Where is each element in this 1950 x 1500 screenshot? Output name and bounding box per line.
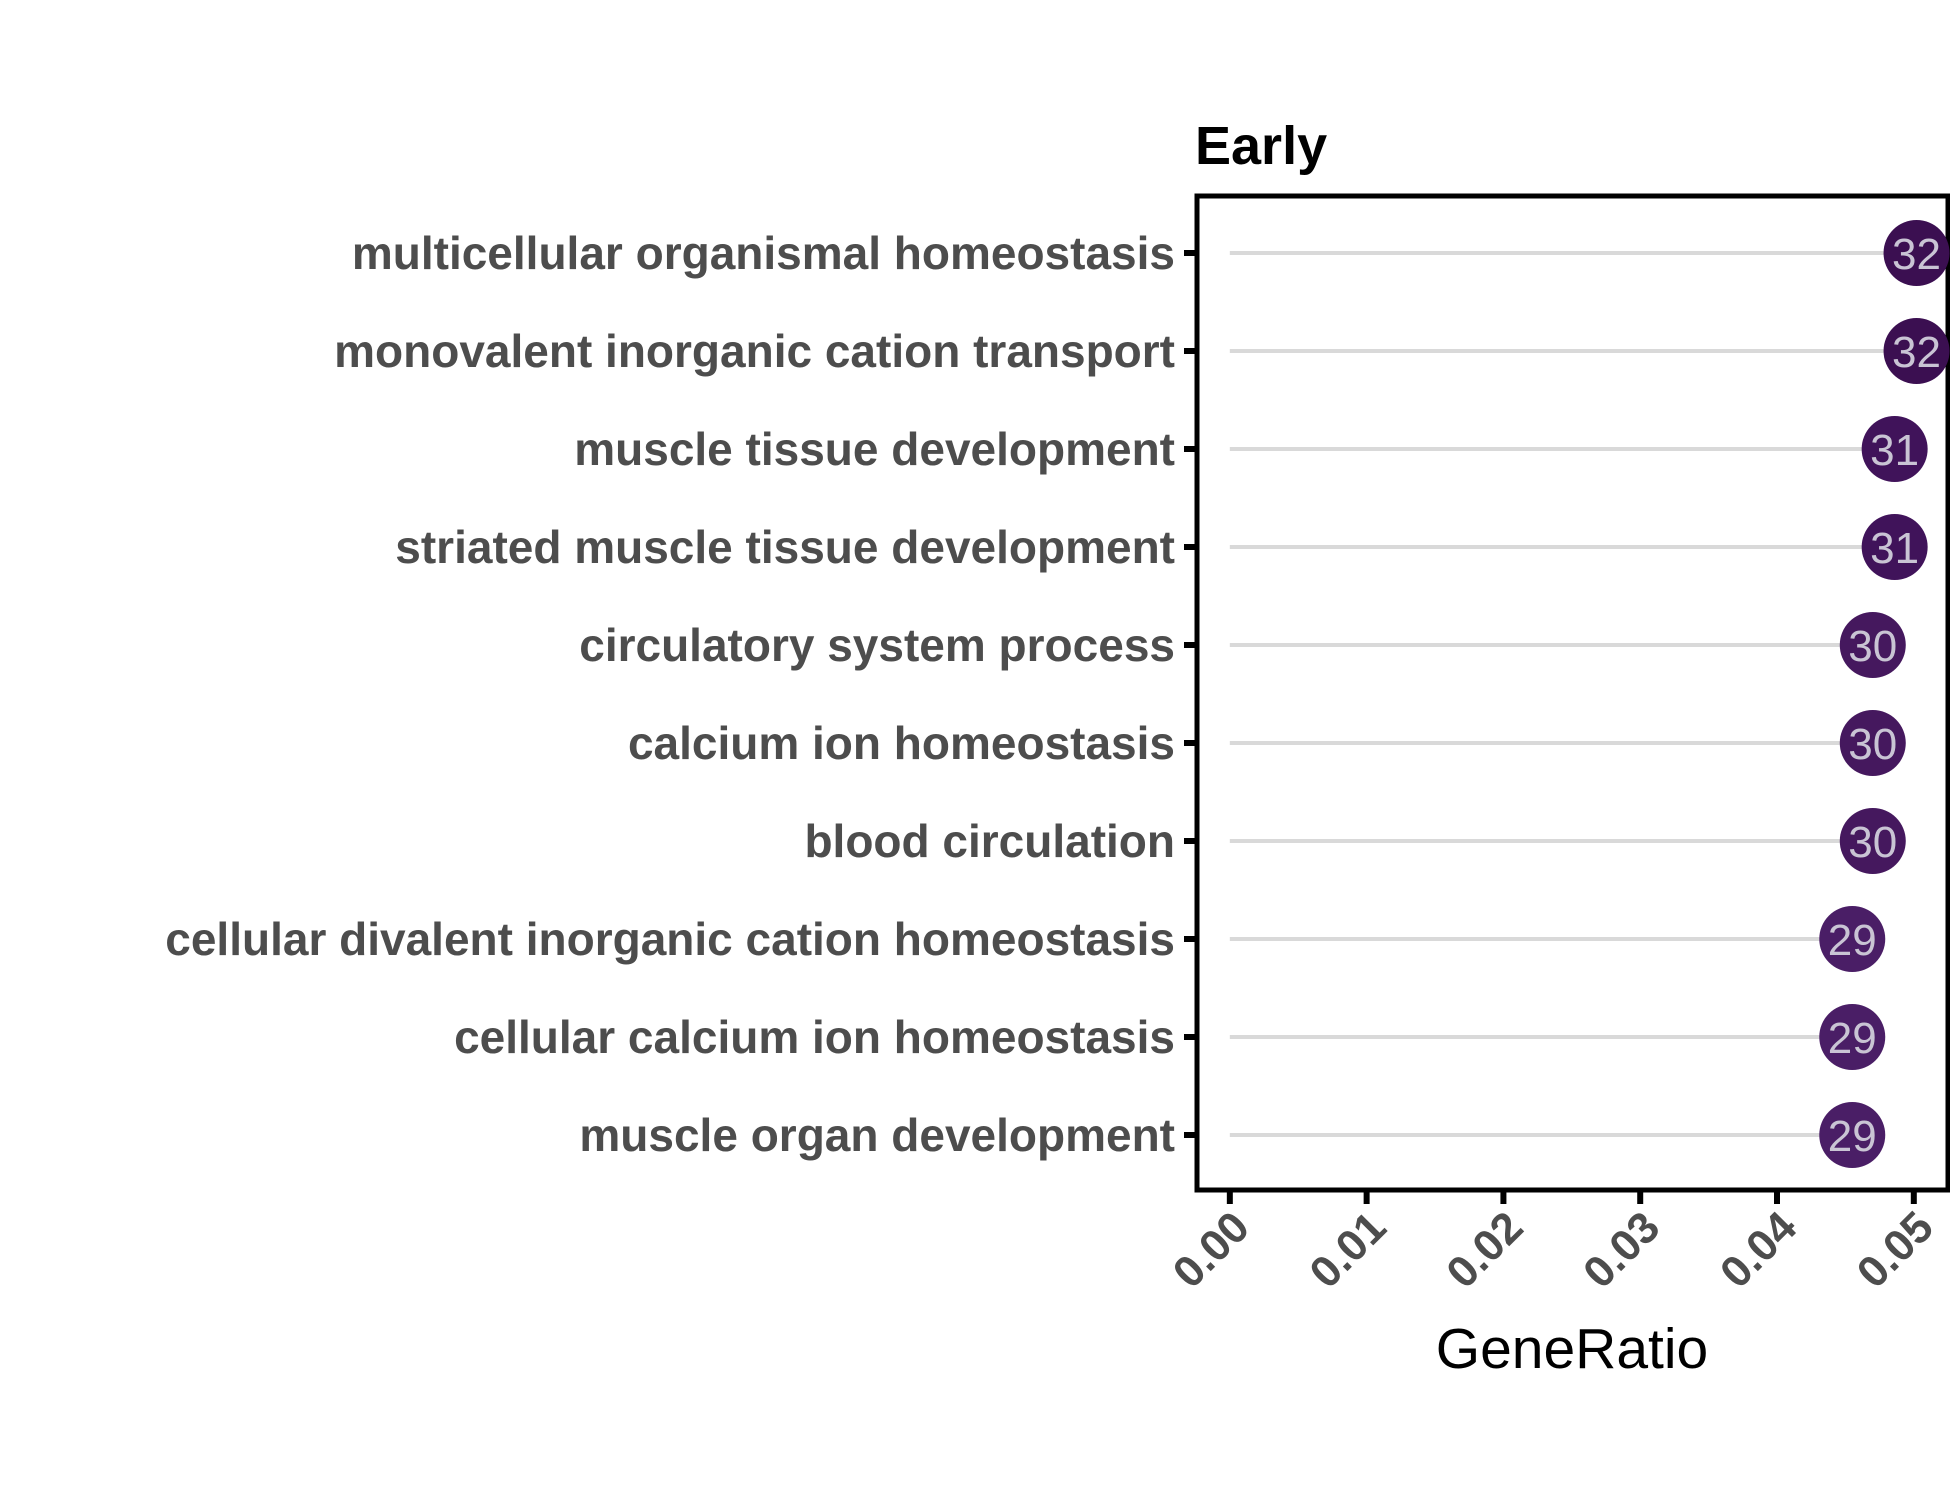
x-tick-label: 0.04 — [1711, 1202, 1807, 1298]
data-point — [1839, 612, 1906, 678]
count-label: 29 — [1828, 1014, 1877, 1063]
x-tick-label: 0.00 — [1164, 1202, 1259, 1297]
y-tick-label: cellular calcium ion homeostasis — [454, 1011, 1175, 1063]
x-tick-label: 0.05 — [1848, 1202, 1943, 1297]
count-label: 31 — [1870, 426, 1919, 475]
data-point — [1819, 1102, 1886, 1168]
panel-title: Early — [1195, 116, 1327, 176]
y-tick-label: calcium ion homeostasis — [628, 717, 1175, 769]
count-label: 30 — [1848, 818, 1897, 867]
x-axis: 0.00 0.01 0.02 0.03 0.04 0.05 — [1164, 1190, 1943, 1298]
y-tick-label: striated muscle tissue development — [395, 521, 1175, 573]
data-point — [1883, 318, 1950, 384]
data-point — [1861, 416, 1928, 482]
y-tick-label: multicellular organismal homeostasis — [352, 227, 1175, 279]
data-point — [1883, 220, 1950, 286]
y-tick-label: circulatory system process — [579, 619, 1175, 671]
y-tick-label: monovalent inorganic cation transport — [334, 325, 1175, 377]
y-tick-label: muscle organ development — [579, 1109, 1175, 1161]
x-axis-title: GeneRatio — [1436, 1317, 1709, 1381]
data-point — [1819, 1004, 1886, 1070]
data-points: 32 32 31 31 30 30 30 29 29 29 — [1819, 220, 1950, 1168]
count-label: 29 — [1828, 916, 1877, 965]
y-tick-label: muscle tissue development — [574, 423, 1175, 475]
x-tick-label: 0.03 — [1574, 1202, 1669, 1297]
count-label: 32 — [1892, 328, 1941, 377]
x-tick-label: 0.02 — [1437, 1202, 1532, 1297]
y-axis: multicellular organismal homeostasis mono… — [165, 227, 1197, 1161]
y-tick-label: blood circulation — [804, 815, 1175, 867]
count-label: 29 — [1828, 1112, 1877, 1161]
data-point — [1861, 514, 1928, 580]
count-label: 31 — [1870, 524, 1919, 573]
lollipop-segments — [1229, 251, 1917, 1137]
y-tick-label: cellular divalent inorganic cation homeo… — [165, 913, 1175, 965]
plot-frame — [1194, 193, 1950, 1193]
data-point — [1839, 808, 1906, 874]
data-point — [1839, 710, 1906, 776]
x-tick-label: 0.01 — [1300, 1202, 1395, 1297]
count-label: 30 — [1848, 720, 1897, 769]
count-label: 30 — [1848, 622, 1897, 671]
data-point — [1819, 906, 1886, 972]
count-label: 32 — [1892, 230, 1941, 279]
